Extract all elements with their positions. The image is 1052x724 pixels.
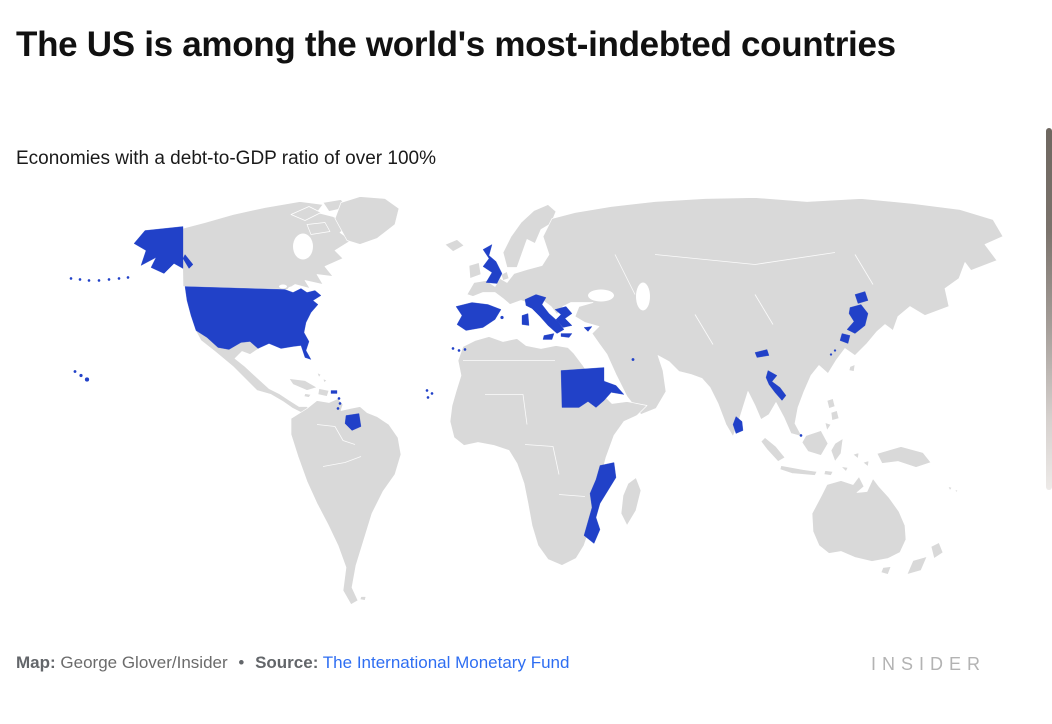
country-bahrain [631, 358, 635, 361]
scrollbar-thumb[interactable] [1046, 128, 1052, 490]
baltic-sea [525, 245, 533, 268]
island-jamaica [303, 393, 312, 398]
country-mozambique [583, 462, 617, 544]
country-singapore [799, 434, 803, 437]
islands-bahamas [316, 372, 328, 383]
philippines [824, 398, 840, 431]
new-zealand [906, 542, 944, 575]
country-borders [316, 252, 874, 497]
islands-falkland [359, 596, 367, 601]
country-united-kingdom [482, 244, 503, 284]
islands-hawaii [73, 370, 90, 382]
island-sardinia [521, 313, 530, 326]
country-italy [524, 294, 565, 334]
caspian-sea [636, 282, 650, 311]
island-sumatra [760, 437, 786, 462]
country-japan [829, 291, 869, 356]
country-taiwan [848, 364, 856, 372]
country-denmark [500, 271, 510, 281]
island-java [779, 465, 818, 476]
country-greece [554, 306, 573, 328]
source-label: Source: [255, 653, 319, 672]
country-cyprus [583, 326, 593, 332]
highlighted-countries [69, 226, 869, 544]
country-laos [765, 370, 787, 401]
country-cuba [288, 378, 318, 391]
south-america [290, 398, 402, 605]
scandinavia [502, 204, 557, 268]
map-credit-label: Map: [16, 653, 56, 672]
great-lake-1 [279, 284, 287, 289]
world-map [55, 193, 1015, 641]
source-link[interactable]: The International Monetary Fund [322, 653, 570, 672]
map-credit-text: George Glover/Insider [60, 653, 228, 672]
country-eritrea [603, 381, 625, 395]
eurasia-mainland [466, 197, 1004, 437]
country-united-states [184, 286, 322, 360]
country-united-states-alaska [133, 226, 194, 274]
island-crete [560, 333, 573, 338]
great-lake-2 [288, 286, 296, 291]
country-sri-lanka [732, 416, 744, 434]
insider-logo: INSIDER [870, 654, 986, 674]
country-sudan [560, 367, 613, 408]
island-tasmania [880, 566, 892, 575]
hudson-bay [293, 233, 313, 260]
country-canada [181, 201, 352, 290]
credit-line: Map: George Glover/Insider • Source: The… [16, 653, 569, 673]
island-hispaniola [317, 388, 330, 397]
islands-balearic [500, 315, 504, 320]
island-new-guinea [876, 446, 932, 468]
country-greenland [334, 196, 400, 245]
choropleth-svg [69, 196, 1004, 605]
chart-subtitle: Economies with a debt-to-GDP ratio of ov… [16, 148, 436, 169]
page-title: The US is among the world's most-indebte… [16, 25, 896, 64]
islands-east-indonesia [823, 452, 870, 476]
country-australia [811, 476, 907, 562]
territory-puerto-rico [330, 390, 338, 394]
credit-separator: • [238, 653, 245, 672]
country-suriname [344, 413, 362, 431]
island-sulawesi [830, 438, 844, 462]
islands-canary [451, 347, 467, 352]
islands-fiji [947, 486, 959, 493]
black-sea [588, 289, 614, 302]
island-sicily [542, 333, 555, 340]
island-borneo [801, 430, 829, 456]
country-madagascar [620, 477, 642, 526]
country-cape-verde [425, 389, 434, 399]
country-spain-portugal [455, 302, 502, 331]
country-bhutan [754, 349, 770, 358]
islands-lesser-antilles [336, 397, 342, 410]
country-ireland [468, 262, 482, 279]
base-landmasses [181, 196, 1004, 605]
country-iceland [444, 239, 465, 252]
islands-aleutian [69, 276, 130, 282]
